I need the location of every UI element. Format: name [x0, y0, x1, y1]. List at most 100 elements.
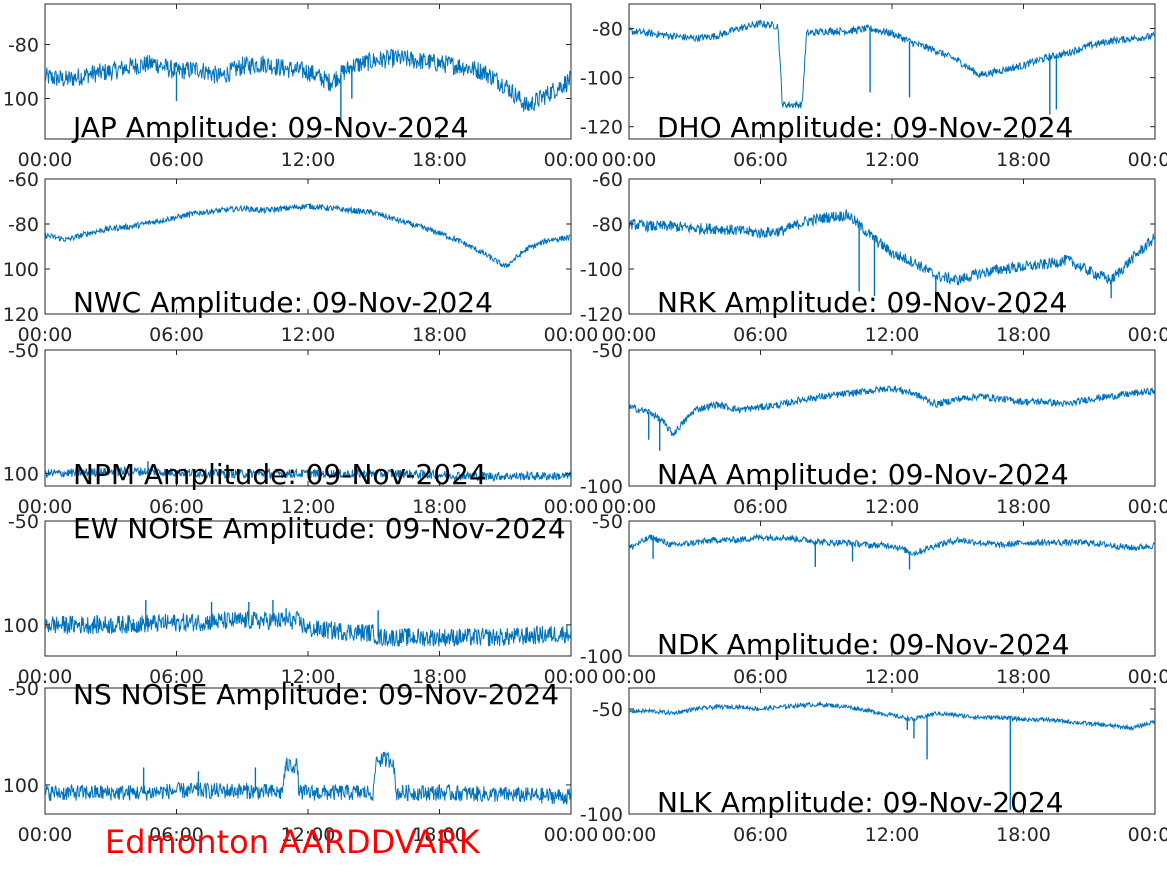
- y-tick-label: -60: [8, 169, 39, 191]
- x-tick-label: 12:00: [281, 824, 336, 846]
- y-tick-label: -80: [592, 214, 623, 236]
- x-tick-label: 18:00: [996, 149, 1051, 171]
- x-tick-label: 06:00: [733, 666, 788, 688]
- x-tick-label: 12:00: [865, 149, 920, 171]
- x-tick-label: 00:00: [18, 149, 73, 171]
- y-tick-label: 100: [3, 259, 39, 281]
- y-tick-label: -120: [580, 304, 623, 326]
- y-tick-label: -100: [580, 476, 623, 498]
- x-tick-label: 00:00: [18, 496, 73, 518]
- plot-area: [628, 687, 1156, 815]
- amplitude-trace: [629, 701, 1155, 732]
- panel-9: 00:00 06:00 12:00 18:00 00:00 -50 100 NS NOISE …: [3, 678, 599, 846]
- x-tick-label: 00:00: [602, 496, 657, 518]
- x-tick-label: 18:00: [412, 149, 467, 171]
- panel-title: NDK Amplitude: 09-Nov-2024: [657, 628, 1070, 661]
- x-tick-label: 00:00: [544, 496, 599, 518]
- x-tick-label: 12:00: [281, 324, 336, 346]
- y-tick-label: -50: [8, 678, 39, 700]
- plot-area: [44, 349, 572, 487]
- y-tick-label: -50: [8, 511, 39, 533]
- panel-1: 00:00 06:00 12:00 18:00 00:00 -80 100 JAP Ampli…: [3, 3, 599, 171]
- x-tick-label: 00:00: [18, 824, 73, 846]
- x-tick-label: 12:00: [865, 324, 920, 346]
- x-tick-label: 06:00: [733, 324, 788, 346]
- y-tick-label: -50: [592, 699, 623, 721]
- plot-area: [628, 349, 1156, 487]
- amplitude-trace: [629, 385, 1155, 438]
- y-tick-label: -100: [580, 646, 623, 668]
- x-tick-label: 00:00: [544, 324, 599, 346]
- panel-7: 00:00 06:00 12:00 18:00 00:00 -50 100 EW NOISE …: [3, 511, 599, 688]
- panel-title: NWC Amplitude: 09-Nov-2024: [73, 286, 493, 319]
- plot-area: [628, 178, 1156, 315]
- panel-title: NRK Amplitude: 09-Nov-2024: [657, 286, 1067, 319]
- y-tick-label: 100: [3, 89, 39, 111]
- x-tick-label: 18:00: [996, 666, 1051, 688]
- y-tick-label: 100: [3, 775, 39, 797]
- y-tick-label: -50: [8, 340, 39, 362]
- panel-3: 00:00 06:00 12:00 18:00 00:00 -60 -80 100 120 NWC…: [3, 169, 599, 346]
- y-tick-label: -120: [580, 117, 623, 139]
- amplitude-trace: [629, 533, 1155, 557]
- x-tick-label: 06:00: [733, 824, 788, 846]
- x-tick-label: 18:00: [412, 496, 467, 518]
- x-tick-label: 00:00: [602, 324, 657, 346]
- y-tick-label: -80: [8, 35, 39, 57]
- amplitude-trace: [629, 209, 1155, 286]
- x-tick-label: 00:00: [544, 666, 599, 688]
- x-tick-label: 12:00: [281, 149, 336, 171]
- x-tick-label: 06:00: [733, 149, 788, 171]
- y-tick-label: -50: [592, 340, 623, 362]
- x-tick-label: 00:00: [602, 824, 657, 846]
- x-tick-label: 00:00: [1128, 496, 1167, 518]
- x-tick-label: 00:00: [1128, 149, 1167, 171]
- panel-title: EW NOISE Amplitude: 09-Nov-2024: [73, 512, 566, 545]
- x-tick-label: 12:00: [865, 666, 920, 688]
- y-tick-label: -100: [580, 68, 623, 90]
- panel-title: NS NOISE Amplitude: 09-Nov-2024: [73, 678, 559, 711]
- footer-station-label: Edmonton AARDDVARK: [105, 823, 480, 861]
- plot-area: [628, 3, 1156, 140]
- panel-5: 00:00 06:00 12:00 18:00 00:00 -50 100 NPM Ampli…: [3, 340, 599, 518]
- x-tick-label: 18:00: [412, 324, 467, 346]
- x-tick-label: 00:00: [544, 149, 599, 171]
- x-tick-label: 06:00: [149, 324, 204, 346]
- y-tick-label: -50: [592, 511, 623, 533]
- panel-6: 00:00 06:00 12:00 18:00 00:00 -50 -100 NAA Ampl…: [580, 340, 1167, 518]
- panel-10: 00:00 06:00 12:00 18:00 00:00 -50 -100 NLK Ampl…: [580, 687, 1167, 846]
- x-tick-label: 12:00: [281, 496, 336, 518]
- y-tick-label: -100: [580, 804, 623, 826]
- amplitude-trace: [45, 609, 571, 647]
- y-tick-label: -60: [592, 169, 623, 191]
- panel-title: DHO Amplitude: 09-Nov-2024: [657, 111, 1073, 144]
- x-tick-label: 06:00: [149, 666, 204, 688]
- panel-title: NLK Amplitude: 09-Nov-2024: [657, 786, 1064, 819]
- x-tick-label: 00:00: [602, 149, 657, 171]
- plot-area: [44, 178, 572, 315]
- x-tick-label: 00:00: [18, 324, 73, 346]
- amplitude-trace: [45, 751, 571, 805]
- x-tick-label: 18:00: [996, 324, 1051, 346]
- x-tick-label: 06:00: [149, 496, 204, 518]
- panel-8: 00:00 06:00 12:00 18:00 00:00 -50 -100 NDK Ampl…: [580, 511, 1167, 688]
- x-tick-label: 12:00: [281, 666, 336, 688]
- x-tick-label: 18:00: [412, 824, 467, 846]
- x-tick-label: 00:00: [1128, 666, 1167, 688]
- x-tick-label: 00:00: [1128, 824, 1167, 846]
- x-tick-label: 00:00: [602, 666, 657, 688]
- x-tick-label: 00:00: [544, 824, 599, 846]
- x-tick-label: 18:00: [996, 824, 1051, 846]
- panel-title: NPM Amplitude: 09-Nov-2024: [73, 458, 487, 491]
- x-tick-label: 18:00: [412, 666, 467, 688]
- x-tick-label: 00:00: [18, 666, 73, 688]
- x-tick-label: 12:00: [865, 496, 920, 518]
- y-tick-label: 100: [3, 615, 39, 637]
- x-tick-label: 06:00: [149, 824, 204, 846]
- panel-title: NAA Amplitude: 09-Nov-2024: [657, 458, 1069, 491]
- x-tick-label: 18:00: [996, 496, 1051, 518]
- x-tick-label: 06:00: [149, 149, 204, 171]
- panel-title: JAP Amplitude: 09-Nov-2024: [71, 111, 469, 144]
- x-tick-label: 06:00: [733, 496, 788, 518]
